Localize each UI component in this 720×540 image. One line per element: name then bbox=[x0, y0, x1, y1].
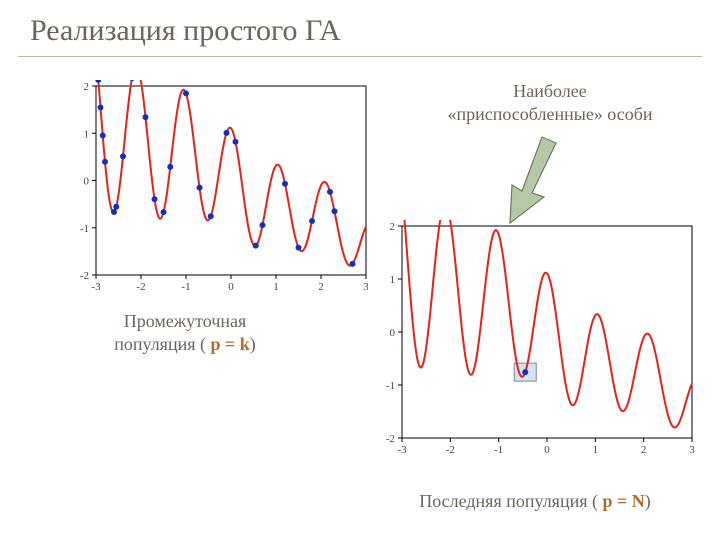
data-point bbox=[102, 159, 108, 165]
x-tick-label: 1 bbox=[593, 444, 599, 456]
y-tick-label: -1 bbox=[386, 380, 395, 392]
annotation-fittest: Наиболее «приспособленные» особи bbox=[400, 80, 700, 125]
data-point bbox=[197, 185, 203, 191]
y-tick-label: -1 bbox=[80, 223, 89, 235]
title-rule bbox=[18, 56, 702, 57]
plot-frame bbox=[96, 86, 366, 275]
y-tick-label: 2 bbox=[390, 221, 396, 233]
data-point bbox=[296, 245, 302, 251]
data-point bbox=[350, 261, 356, 267]
data-point bbox=[100, 133, 106, 139]
y-tick-label: 0 bbox=[390, 327, 396, 339]
y-tick-label: 0 bbox=[84, 176, 90, 188]
data-point bbox=[161, 209, 167, 215]
page-title: Реализация простого ГА bbox=[30, 14, 341, 48]
x-tick-label: -1 bbox=[181, 281, 190, 293]
data-point bbox=[113, 204, 119, 210]
x-tick-label: 2 bbox=[318, 281, 324, 293]
data-point bbox=[143, 114, 149, 120]
data-point bbox=[120, 153, 126, 159]
x-tick-label: -2 bbox=[136, 281, 145, 293]
y-tick-label: 1 bbox=[390, 274, 396, 286]
x-tick-label: -3 bbox=[397, 444, 407, 456]
annotation-last-hl: p = N bbox=[603, 491, 645, 511]
annotation-fittest-l2: «приспособленные» особи bbox=[447, 104, 652, 124]
data-point bbox=[332, 208, 338, 214]
y-tick-label: 1 bbox=[84, 128, 90, 140]
chart-last: -3-2-10123-2-1012 bbox=[368, 220, 698, 458]
x-tick-label: 3 bbox=[689, 444, 695, 456]
data-point bbox=[522, 369, 528, 375]
annotation-fittest-l1: Наиболее bbox=[513, 81, 587, 101]
y-tick-label: -2 bbox=[80, 270, 89, 282]
y-tick-label: 2 bbox=[84, 81, 90, 93]
data-point bbox=[183, 90, 189, 96]
annotation-last: Последняя популяция ( p = N) bbox=[370, 490, 700, 513]
plot-frame bbox=[402, 226, 692, 438]
data-point bbox=[129, 80, 135, 81]
data-point bbox=[167, 164, 173, 170]
annotation-intermediate-l1: Промежуточная bbox=[124, 311, 247, 331]
y-tick-label: -2 bbox=[386, 433, 395, 445]
x-tick-label: 0 bbox=[544, 444, 550, 456]
x-tick-label: -1 bbox=[494, 444, 503, 456]
annotation-last-pre: Последняя популяция ( bbox=[419, 491, 602, 511]
x-tick-label: -3 bbox=[91, 281, 101, 293]
annotation-intermediate-hl: p = k bbox=[211, 334, 250, 354]
annotation-intermediate: Промежуточная популяция ( p = k) bbox=[70, 310, 300, 355]
annotation-intermediate-l2-post: ) bbox=[250, 334, 256, 354]
data-point bbox=[260, 222, 266, 228]
data-point bbox=[327, 189, 333, 195]
data-point bbox=[253, 243, 259, 249]
data-point bbox=[98, 104, 104, 110]
data-point bbox=[111, 209, 117, 215]
arrow-icon bbox=[500, 135, 570, 225]
chart-intermediate: -3-2-10123-2-1012 bbox=[62, 80, 372, 295]
curve bbox=[96, 80, 366, 266]
chart-svg: -3-2-10123-2-1012 bbox=[62, 80, 372, 295]
x-tick-label: -2 bbox=[446, 444, 455, 456]
curve bbox=[402, 220, 692, 428]
chart-svg: -3-2-10123-2-1012 bbox=[368, 220, 698, 458]
data-point bbox=[208, 213, 214, 219]
data-point bbox=[282, 181, 288, 187]
x-tick-label: 0 bbox=[228, 281, 234, 293]
data-point bbox=[233, 139, 239, 145]
data-point bbox=[309, 218, 315, 224]
annotation-intermediate-l2-pre: популяция ( bbox=[114, 334, 210, 354]
data-point bbox=[224, 130, 230, 136]
data-point bbox=[152, 196, 158, 202]
arrow-shape bbox=[510, 137, 556, 223]
x-tick-label: 1 bbox=[273, 281, 279, 293]
x-tick-label: 2 bbox=[641, 444, 647, 456]
annotation-last-post: ) bbox=[645, 491, 651, 511]
data-point bbox=[95, 80, 101, 83]
